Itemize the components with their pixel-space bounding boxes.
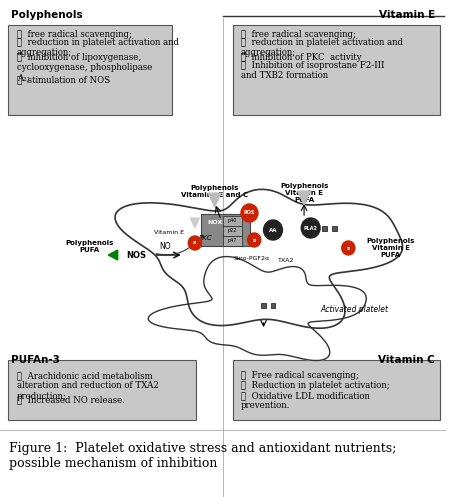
Text: p47: p47 xyxy=(228,238,237,243)
Text: Vitamin E: Vitamin E xyxy=(154,230,183,235)
Circle shape xyxy=(342,241,355,255)
Text: ➤  stimulation of NOS: ➤ stimulation of NOS xyxy=(17,75,110,84)
Text: s: s xyxy=(346,246,350,250)
Circle shape xyxy=(247,233,261,247)
FancyBboxPatch shape xyxy=(201,214,250,246)
Text: AA: AA xyxy=(269,228,277,233)
Text: Polyphenols
Vitamin E
PUFA: Polyphenols Vitamin E PUFA xyxy=(280,183,328,203)
FancyBboxPatch shape xyxy=(223,226,242,236)
Text: PUFAn-3: PUFAn-3 xyxy=(11,355,60,365)
Polygon shape xyxy=(148,256,366,360)
Text: NO: NO xyxy=(159,242,171,251)
Text: NOX2: NOX2 xyxy=(207,220,227,225)
Text: Figure 1:  Platelet oxidative stress and antioxidant nutrients;
possible mechani: Figure 1: Platelet oxidative stress and … xyxy=(9,442,397,470)
Text: s: s xyxy=(253,238,256,243)
Text: ➤  reduction in platelet activation and
aggregation;: ➤ reduction in platelet activation and a… xyxy=(17,38,179,57)
Text: Polyphenols
PUFA: Polyphenols PUFA xyxy=(65,241,114,253)
Text: ➤  free radical scavenging;: ➤ free radical scavenging; xyxy=(17,30,132,39)
Text: ➤  Oxidative LDL modification
prevention.: ➤ Oxidative LDL modification prevention. xyxy=(241,391,370,411)
Text: NOS: NOS xyxy=(127,250,146,259)
Polygon shape xyxy=(208,193,221,207)
Text: Polyphenols
Vitamin E
PUFA: Polyphenols Vitamin E PUFA xyxy=(366,238,415,258)
Text: ➤  Arachidonic acid metabolism
alteration and reduction of TXA2
production;: ➤ Arachidonic acid metabolism alteration… xyxy=(17,371,159,401)
Text: Sino-PGF2α: Sino-PGF2α xyxy=(234,255,270,260)
Text: Vitamin C: Vitamin C xyxy=(378,355,435,365)
Text: p40: p40 xyxy=(228,218,237,223)
FancyBboxPatch shape xyxy=(233,25,440,115)
Text: PLA2: PLA2 xyxy=(304,226,318,231)
Text: Activated platelet: Activated platelet xyxy=(320,306,388,315)
Circle shape xyxy=(241,204,258,222)
Polygon shape xyxy=(115,189,402,328)
Text: ➤  inhibition of lipoxygenase,
cyclooxygenase, phospholipase
A₂;: ➤ inhibition of lipoxygenase, cyclooxyge… xyxy=(17,53,152,83)
Polygon shape xyxy=(190,218,200,228)
Text: ➤  free radical scavenging;: ➤ free radical scavenging; xyxy=(241,30,356,39)
FancyBboxPatch shape xyxy=(322,226,327,231)
Text: Polyphenols: Polyphenols xyxy=(11,10,83,20)
Text: TXA2: TXA2 xyxy=(278,257,294,262)
Text: ➤  Increased NO release.: ➤ Increased NO release. xyxy=(17,395,125,404)
Polygon shape xyxy=(108,250,118,260)
FancyBboxPatch shape xyxy=(223,236,242,246)
Circle shape xyxy=(264,220,283,240)
Polygon shape xyxy=(298,191,310,205)
Text: PKC: PKC xyxy=(199,235,212,241)
FancyBboxPatch shape xyxy=(261,303,266,308)
Circle shape xyxy=(188,236,201,250)
Text: ➤  inhibition of PKC  activity: ➤ inhibition of PKC activity xyxy=(241,53,362,62)
FancyBboxPatch shape xyxy=(271,303,275,308)
Text: ➤  Inhibition of isoprostane F2-III
and TXB2 formation: ➤ Inhibition of isoprostane F2-III and T… xyxy=(241,61,384,81)
Text: ➤  Free radical scavenging;: ➤ Free radical scavenging; xyxy=(241,371,359,380)
FancyBboxPatch shape xyxy=(233,360,440,420)
FancyBboxPatch shape xyxy=(8,25,172,115)
Text: s: s xyxy=(193,241,197,246)
Circle shape xyxy=(301,218,320,238)
Text: p22: p22 xyxy=(228,228,237,233)
FancyBboxPatch shape xyxy=(8,360,196,420)
FancyBboxPatch shape xyxy=(332,226,337,231)
Text: Vitamin E: Vitamin E xyxy=(379,10,435,20)
FancyBboxPatch shape xyxy=(223,216,242,226)
Text: ➤  Reduction in platelet activation;: ➤ Reduction in platelet activation; xyxy=(241,381,390,390)
Text: Polyphenols
Vitamins E and C: Polyphenols Vitamins E and C xyxy=(181,185,248,198)
Text: ➤  reduction in platelet activation and
aggregation;: ➤ reduction in platelet activation and a… xyxy=(241,38,403,57)
Text: ROS: ROS xyxy=(244,211,255,216)
